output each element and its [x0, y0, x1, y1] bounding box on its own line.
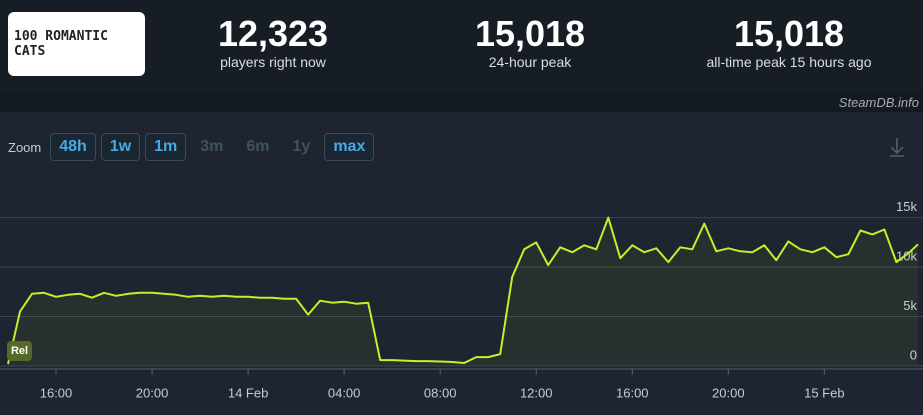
- zoom-button[interactable]: 1m: [145, 133, 187, 161]
- y-tick-label: 15k: [896, 199, 917, 214]
- x-tick-label: 20:00: [136, 385, 169, 400]
- header: 100 ROMANTIC CATS 12,323 players right no…: [0, 0, 923, 92]
- zoom-bar: Zoom 48h 1w 1m 3m 6m 1y max: [8, 133, 375, 161]
- stat: 15,018 all-time peak 15 hours ago: [669, 13, 909, 71]
- x-tick-label: 12:00: [520, 385, 553, 400]
- stat-value: 15,018: [474, 13, 586, 54]
- x-tick-label: 16:00: [40, 385, 73, 400]
- stat-value: 15,018: [733, 13, 845, 54]
- zoom-label: Zoom: [8, 139, 42, 155]
- line-area: [8, 217, 918, 366]
- line: [7, 216, 919, 365]
- zoom-button[interactable]: 3m: [200, 138, 224, 155]
- stat-label: 24-hour peak: [488, 54, 572, 70]
- y-tick-label: 10k: [896, 249, 917, 264]
- x-tick-label: 08:00: [424, 385, 457, 400]
- zoom-button[interactable]: 1w: [100, 133, 141, 161]
- stat-label: players right now: [220, 54, 326, 70]
- stat: 12,323 players right now: [153, 13, 393, 71]
- stat-label: all-time peak 15 hours ago: [706, 54, 872, 70]
- zoom-button[interactable]: max: [324, 133, 375, 161]
- x-tick-label: 15 Feb: [804, 385, 844, 400]
- watermark-bar: SteamDB.info: [0, 92, 923, 112]
- x-tick-label: 04:00: [328, 385, 361, 400]
- y-tick-label: 5k: [903, 298, 917, 313]
- watermark: SteamDB.info: [838, 95, 919, 110]
- x-tick-label: 14 Feb: [228, 385, 268, 400]
- marker-label: Rel: [11, 345, 28, 357]
- stat-value: 12,323: [217, 13, 329, 54]
- zoom-button[interactable]: 6m: [246, 138, 270, 155]
- logo: 100 ROMANTIC CATS: [8, 12, 145, 76]
- zoom-button[interactable]: 48h: [50, 133, 96, 161]
- zoom-button[interactable]: 1y: [292, 138, 311, 155]
- marker-badge: [7, 341, 32, 361]
- download-icon[interactable]: [890, 138, 904, 157]
- x-tick-label: 16:00: [616, 385, 649, 400]
- stat: 15,018 24-hour peak: [410, 13, 650, 71]
- y-tick-label: 0: [910, 347, 917, 362]
- x-tick-label: 20:00: [712, 385, 745, 400]
